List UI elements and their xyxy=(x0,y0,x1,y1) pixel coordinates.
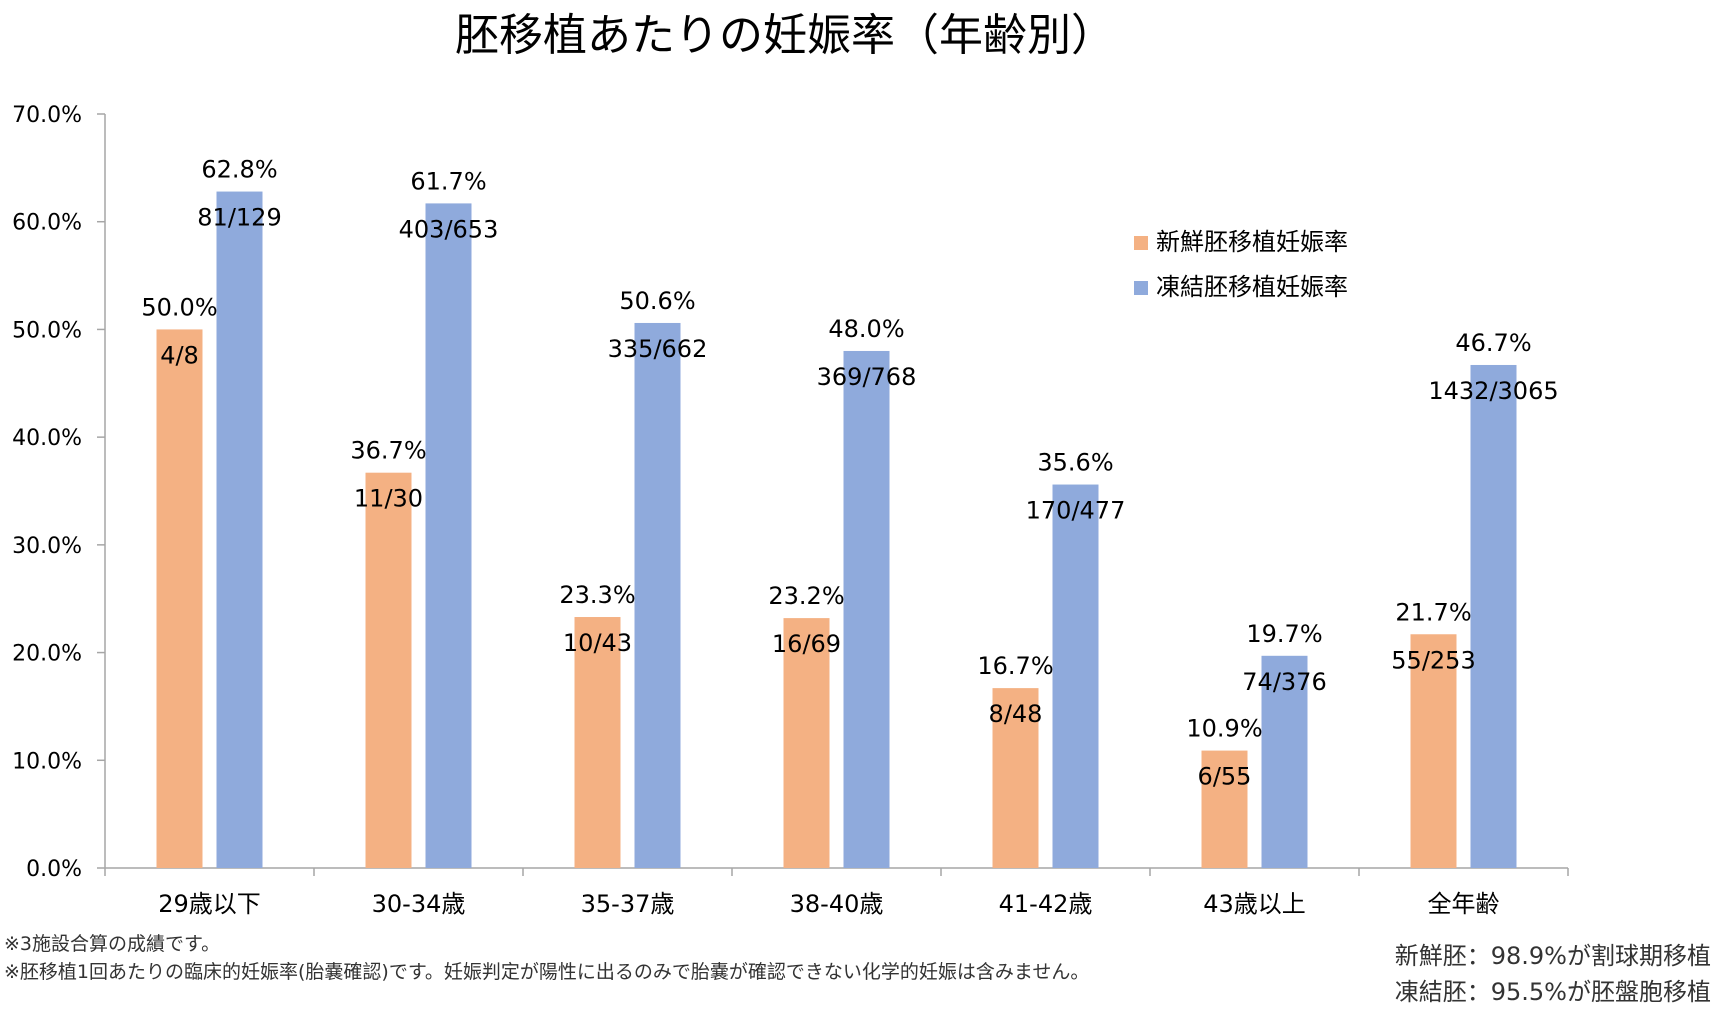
bar xyxy=(1052,484,1099,868)
bar xyxy=(425,203,472,869)
bar xyxy=(216,191,263,868)
value-label: 16.7% xyxy=(977,652,1053,680)
value-label: 48.0% xyxy=(828,315,904,343)
bar xyxy=(574,617,621,868)
footnote-2: ※胚移植1回あたりの臨床的妊娠率(胎嚢確認)です。妊娠判定が陽性に出るのみで胎嚢… xyxy=(4,961,1090,983)
x-tick-label: 全年齢 xyxy=(1428,890,1500,918)
y-tick-label: 40.0% xyxy=(12,426,82,451)
legend-label: 新鮮胚移植妊娠率 xyxy=(1156,228,1348,256)
value-label: 61.7% xyxy=(410,167,486,195)
count-label: 170/477 xyxy=(1026,497,1126,525)
value-label: 19.7% xyxy=(1246,620,1322,648)
bar xyxy=(992,688,1039,868)
count-label: 8/48 xyxy=(989,700,1043,728)
count-label: 74/376 xyxy=(1242,668,1326,696)
count-label: 10/43 xyxy=(563,629,632,657)
x-tick-label: 30-34歳 xyxy=(372,890,466,918)
bar xyxy=(634,322,681,869)
count-label: 11/30 xyxy=(354,485,423,513)
x-tick-label: 35-37歳 xyxy=(581,890,675,918)
y-tick-label: 50.0% xyxy=(12,318,82,343)
value-label: 23.2% xyxy=(768,582,844,610)
x-tick-label: 43歳以上 xyxy=(1203,890,1306,918)
bar xyxy=(1470,364,1517,868)
bar xyxy=(1201,750,1248,868)
side-note-frozen: 凍結胚：95.5%が胚盤胞移植 xyxy=(1394,978,1711,1006)
value-label: 62.8% xyxy=(201,156,277,184)
value-label: 46.7% xyxy=(1455,329,1531,357)
count-label: 4/8 xyxy=(160,341,199,369)
count-label: 1432/3065 xyxy=(1428,377,1558,405)
value-label: 10.9% xyxy=(1186,715,1262,743)
value-label: 35.6% xyxy=(1037,449,1113,477)
x-tick-label: 29歳以下 xyxy=(158,890,261,918)
y-tick-label: 60.0% xyxy=(12,211,82,236)
count-label: 16/69 xyxy=(772,630,841,658)
bar xyxy=(1261,655,1308,868)
bar xyxy=(156,329,203,868)
y-tick-label: 0.0% xyxy=(26,857,82,882)
count-label: 6/55 xyxy=(1198,763,1252,791)
value-label: 50.6% xyxy=(619,287,695,315)
bar xyxy=(1410,634,1457,868)
x-tick-label: 38-40歳 xyxy=(790,890,884,918)
value-label: 36.7% xyxy=(350,437,426,465)
side-note-fresh: 新鮮胚：98.9%が割球期移植 xyxy=(1394,942,1711,970)
y-tick-label: 10.0% xyxy=(12,749,82,774)
value-label: 23.3% xyxy=(559,581,635,609)
count-label: 55/253 xyxy=(1391,646,1475,674)
y-tick-label: 20.0% xyxy=(12,642,82,667)
count-label: 81/129 xyxy=(197,204,281,232)
y-tick-label: 30.0% xyxy=(12,534,82,559)
chart-title: 胚移植あたりの妊娠率（年齢別） xyxy=(455,10,1115,61)
count-label: 369/768 xyxy=(817,363,917,391)
x-tick-label: 41-42歳 xyxy=(999,890,1093,918)
axes: 0.0% 10.0% 20.0% 30.0% 40.0% 50.0% 60.0% 70.0% 2… xyxy=(12,103,1569,918)
value-label: 21.7% xyxy=(1395,598,1471,626)
count-label: 335/662 xyxy=(608,335,708,363)
bar xyxy=(365,472,412,868)
legend-swatch xyxy=(1134,236,1148,250)
bar xyxy=(843,350,890,868)
bars xyxy=(156,191,1517,869)
bar xyxy=(783,618,830,868)
count-label: 403/653 xyxy=(399,215,499,243)
data-labels: 50.0% 4/8 36.7% 11/30 23.3% 10/43 23.2% 16/69 16… xyxy=(141,156,1558,791)
legend-label: 凍結胚移植妊娠率 xyxy=(1156,273,1348,301)
footnote-1: ※3施設合算の成績です。 xyxy=(4,933,221,955)
legend-swatch xyxy=(1134,281,1148,295)
y-tick-label: 70.0% xyxy=(12,103,82,128)
value-label: 50.0% xyxy=(141,293,217,321)
